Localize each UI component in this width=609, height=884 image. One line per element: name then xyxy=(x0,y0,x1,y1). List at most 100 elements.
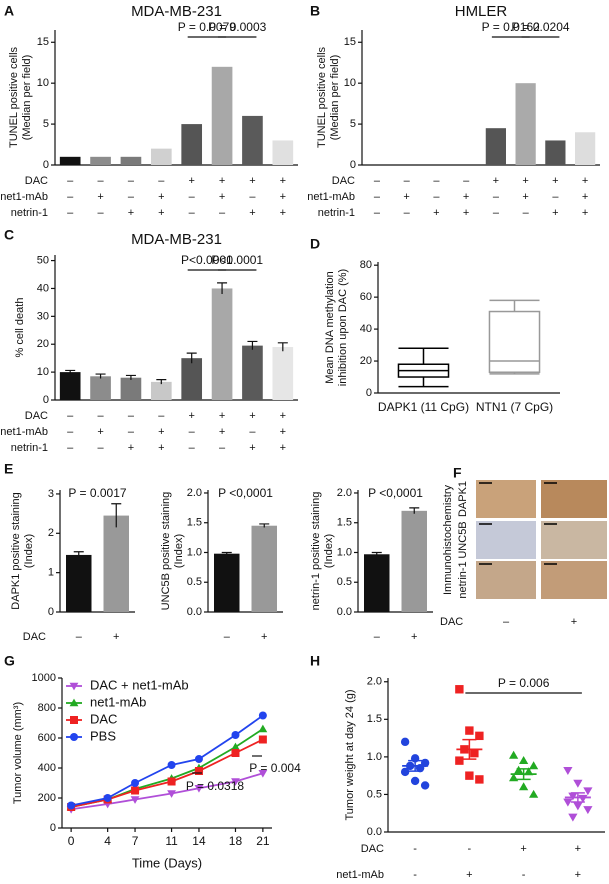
row-label: DAC xyxy=(23,631,46,643)
sign: - xyxy=(522,869,526,881)
panel-letter: D xyxy=(310,236,320,252)
sign: – xyxy=(433,191,440,203)
sign: + xyxy=(403,191,409,203)
x-axis-label: Time (Days) xyxy=(132,855,202,870)
y-tick-label: 0.0 xyxy=(187,606,202,618)
y-tick-label: 200 xyxy=(38,792,56,804)
sign: + xyxy=(261,631,267,643)
sign: – xyxy=(98,175,105,187)
scale-bars xyxy=(479,482,557,565)
row-label: net1-mAb xyxy=(0,426,48,438)
sign: + xyxy=(582,175,588,187)
annotation: P<0.0001 xyxy=(181,253,233,267)
ihc-image xyxy=(541,561,607,599)
marker xyxy=(583,806,593,815)
sign: + xyxy=(219,410,225,422)
panel-title: Immunohistochemistry xyxy=(442,484,454,595)
row-label: DAC xyxy=(440,616,463,628)
sign: – xyxy=(493,207,500,219)
whisker xyxy=(489,299,540,312)
panel-letter: H xyxy=(310,653,320,669)
marker xyxy=(194,755,203,763)
marker xyxy=(69,682,79,691)
sign: – xyxy=(67,426,74,438)
y-tick-label: 15 xyxy=(344,36,356,48)
legend-label: PBS xyxy=(90,728,116,743)
sign: – xyxy=(128,175,135,187)
sign: – xyxy=(189,207,196,219)
bar xyxy=(242,115,263,165)
marker xyxy=(573,802,583,811)
sign: + xyxy=(280,207,286,219)
sign: – xyxy=(374,175,381,187)
sign: + xyxy=(249,410,255,422)
sign: – xyxy=(219,207,226,219)
panel-letter: A xyxy=(4,3,14,19)
marker xyxy=(167,761,176,769)
sign: + xyxy=(128,207,134,219)
y-tick-label: 20 xyxy=(360,355,372,367)
error-bar xyxy=(277,342,288,352)
chart-title: MDA-MB-231 xyxy=(131,3,222,20)
sign: + xyxy=(571,616,577,628)
row-label: DAC xyxy=(361,843,384,855)
sign: + xyxy=(113,631,119,643)
marker xyxy=(231,778,240,786)
bar xyxy=(66,554,92,612)
sign: + xyxy=(97,426,103,438)
marker xyxy=(529,761,539,770)
ihc-image xyxy=(476,521,536,559)
panel-letter: C xyxy=(4,227,14,243)
sign: + xyxy=(575,869,581,881)
sign: + xyxy=(280,410,286,422)
x-tick-label: 18 xyxy=(229,834,243,848)
x-tick-label: 7 xyxy=(132,834,139,848)
bar xyxy=(120,156,142,165)
x-tick-label: 21 xyxy=(256,834,270,848)
y-tick-label: 5 xyxy=(350,118,356,130)
annotation: P = 0.0318 xyxy=(186,779,244,793)
y-tick-label: 50 xyxy=(37,254,49,266)
y-tick-label: 10 xyxy=(37,366,49,378)
marker xyxy=(258,711,267,720)
sign: + xyxy=(552,175,558,187)
sign: – xyxy=(67,442,74,454)
chart-title: MDA-MB-231 xyxy=(131,231,222,248)
legend-label: DAC + net1-mAb xyxy=(90,677,189,692)
bar xyxy=(251,525,277,612)
bar xyxy=(90,376,111,400)
sign: – xyxy=(98,207,105,219)
sign: + xyxy=(280,426,286,438)
y-tick-label: 3 xyxy=(48,488,54,500)
error-bar xyxy=(247,340,258,350)
sign: – xyxy=(189,426,196,438)
y-axis-label: (Index) xyxy=(23,534,35,568)
bar xyxy=(120,377,142,400)
sign: + xyxy=(249,175,255,187)
sign: – xyxy=(404,207,411,219)
bar xyxy=(214,553,240,612)
y-tick-label: 1.0 xyxy=(187,546,202,558)
bar xyxy=(181,124,203,165)
sign: + xyxy=(575,843,581,855)
y-tick-label: 1.5 xyxy=(187,517,202,529)
ihc-image xyxy=(476,480,536,518)
y-axis-label: TUNEL positive cells xyxy=(316,46,328,148)
sign: - xyxy=(413,843,417,855)
y-axis-label: DAPK1 positive staining xyxy=(10,492,22,609)
marker xyxy=(519,782,529,791)
sign: – xyxy=(189,442,196,454)
sign: – xyxy=(128,191,135,203)
marker xyxy=(420,758,430,768)
bar xyxy=(242,345,263,400)
ihc-image xyxy=(541,521,607,559)
sign: + xyxy=(411,631,417,643)
y-axis-label: (Median per field) xyxy=(329,55,341,141)
whisker xyxy=(398,377,449,388)
marker xyxy=(258,735,267,744)
y-tick-label: 2.0 xyxy=(337,487,352,499)
error-bar xyxy=(156,379,167,385)
y-tick-label: 0 xyxy=(366,387,372,399)
error-bar xyxy=(259,523,270,528)
